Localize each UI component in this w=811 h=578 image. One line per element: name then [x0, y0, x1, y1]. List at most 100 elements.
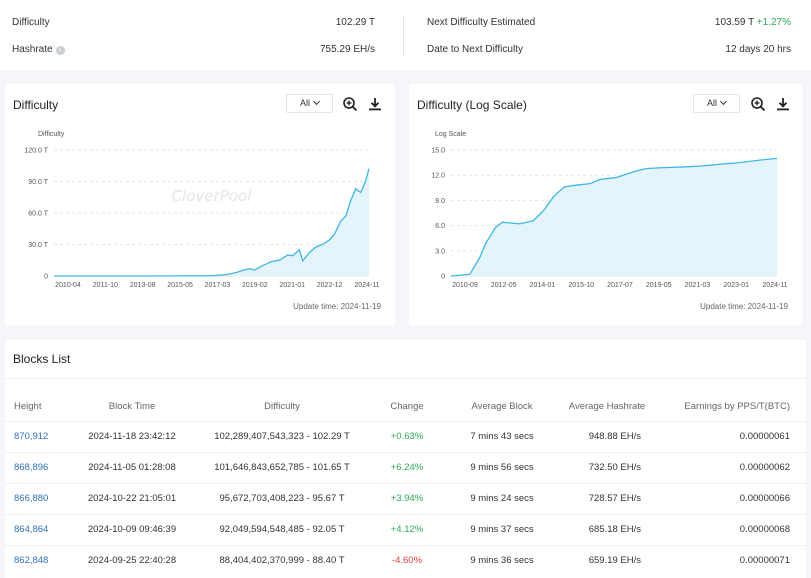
- download-icon[interactable]: [775, 96, 791, 112]
- difficulty-chart-x-tick-label: 2024-11: [354, 282, 379, 289]
- col-change: Change: [390, 400, 424, 412]
- download-icon[interactable]: [367, 96, 383, 112]
- zoom-in-icon[interactable]: [342, 96, 358, 112]
- block-change: -4.60%: [367, 544, 447, 576]
- col-difficulty: Difficulty: [264, 400, 300, 412]
- difficulty-value: 102.29 T: [335, 17, 375, 28]
- log-chart: Log Scale 15.0 12.0 9.0 6.0 3.0 0 2010-09 2012-0…: [431, 131, 787, 289]
- block-time: 2024-10-22 21:05:01: [67, 482, 197, 514]
- zoom-in-icon[interactable]: [750, 96, 766, 112]
- difficulty-chart-x-tick-label: 2021-01: [279, 282, 305, 289]
- block-height-link[interactable]: 864,864: [5, 513, 67, 545]
- difficulty-chart: Difficulty 120.0 T 90.0 T 60.0 T 30.0 T 0 2010…: [24, 131, 379, 289]
- difficulty-chart-x-tick-label: 2015-05: [167, 282, 193, 289]
- difficulty-chart-series-line: [54, 168, 370, 277]
- chevron-down-icon: [719, 97, 728, 106]
- table-row: 864,864 2024-10-09 09:46:39 92,049,594,548…: [5, 513, 806, 545]
- log-range-value: All: [706, 98, 717, 108]
- log-chart-panel: Difficulty (Log Scale) All Log Scale 15.0…: [409, 84, 802, 325]
- table-header-row: Height Block Time Difficulty Change Aver…: [5, 392, 806, 421]
- table-row: 866,880 2024-10-22 21:05:01 95,672,703,408…: [5, 482, 806, 514]
- block-earnings: 0.00000068: [657, 513, 806, 545]
- log-chart-y-tick-label: 0: [441, 274, 445, 281]
- block-average-hashrate: 685.18 EH/s: [557, 513, 657, 545]
- difficulty-update-time: Update time: 2024-11-19: [293, 302, 381, 311]
- blocks-list: Blocks List Height Block Time Difficulty…: [5, 340, 806, 578]
- block-earnings: 0.00000062: [657, 451, 806, 483]
- difficulty-chart-title: Difficulty: [13, 98, 59, 112]
- blocks-table: Height Block Time Difficulty Change Aver…: [5, 392, 806, 576]
- log-chart-y-tick-label: 9.0: [435, 198, 445, 205]
- block-height-link[interactable]: 866,880: [5, 482, 67, 514]
- table-row: 862,848 2024-09-25 22:40:28 88,404,402,370…: [5, 544, 806, 576]
- block-average-time: 9 mins 24 secs: [447, 482, 557, 514]
- difficulty-label: Difficulty: [12, 17, 50, 28]
- table-row: 868,896 2024-11-05 01:28:08 101,646,843,65…: [5, 451, 806, 483]
- difficulty-chart-x-tick-label: 2022-12: [317, 282, 343, 289]
- block-change: +6.24%: [367, 451, 447, 483]
- log-range-select[interactable]: All: [693, 94, 740, 113]
- log-chart-area: [451, 158, 777, 276]
- difficulty-chart-y-tick-label: 30.0 T: [28, 242, 48, 249]
- block-time: 2024-11-05 01:28:08: [67, 451, 197, 483]
- block-earnings: 0.00000066: [657, 482, 806, 514]
- block-height-link[interactable]: 868,896: [5, 451, 67, 483]
- difficulty-chart-x-tick-label: 2017-03: [205, 282, 231, 289]
- log-chart-x-tick-label: 2010-09: [452, 282, 478, 289]
- date-next-label: Date to Next Difficulty: [427, 44, 523, 55]
- difficulty-range-select[interactable]: All: [286, 94, 333, 113]
- col-average-block: Average Block: [471, 400, 533, 412]
- block-time: 2024-09-25 22:40:28: [67, 544, 197, 576]
- blocks-divider: [5, 378, 806, 379]
- block-height-link[interactable]: 870,912: [5, 420, 67, 452]
- log-chart-x-tick-label: 2019-05: [646, 282, 672, 289]
- next-difficulty-value-wrap: 103.59 T +1.27%: [715, 17, 791, 28]
- log-chart-x-tick-label: 2012-05: [491, 282, 517, 289]
- hashrate-label-wrap: Hashrate i: [12, 44, 65, 55]
- hashrate-label: Hashrate: [12, 44, 53, 55]
- log-chart-x-tick-label: 2023-01: [723, 282, 749, 289]
- block-time: 2024-10-09 09:46:39: [67, 513, 197, 545]
- col-earnings: Earnings by PPS/T(BTC): [684, 400, 790, 412]
- block-time: 2024-11-18 23:42:12: [67, 420, 197, 452]
- log-chart-x-tick-label: 2024-11: [762, 282, 787, 289]
- block-average-time: 9 mins 56 secs: [447, 451, 557, 483]
- date-next-value: 12 days 20 hrs: [725, 44, 791, 55]
- log-chart-y-tick-label: 12.0: [431, 173, 445, 180]
- log-chart-y-tick-label: 15.0: [431, 148, 445, 155]
- difficulty-chart-x-tick-label: 2019-02: [242, 282, 268, 289]
- difficulty-chart-y-tick-label: 60.0 T: [28, 211, 48, 218]
- difficulty-chart-y-tick-label: 90.0 T: [28, 179, 48, 186]
- next-difficulty-label: Next Difficulty Estimated: [427, 17, 536, 28]
- block-average-hashrate: 659.19 EH/s: [557, 544, 657, 576]
- block-difficulty: 101,646,843,652,785 - 101.65 T: [197, 451, 367, 483]
- block-height-link[interactable]: 862,848: [5, 544, 67, 576]
- difficulty-chart-area: [54, 168, 369, 276]
- log-chart-x-tick-label: 2015-10: [568, 282, 594, 289]
- block-change: +0.63%: [367, 420, 447, 452]
- block-difficulty: 88,404,402,370,999 - 88.40 T: [197, 544, 367, 576]
- col-block-time: Block Time: [108, 400, 156, 412]
- block-change: +3.94%: [367, 482, 447, 514]
- block-difficulty: 95,672,703,408,223 - 95.67 T: [197, 482, 367, 514]
- chevron-down-icon: [312, 97, 321, 106]
- col-height: Height: [14, 400, 42, 412]
- next-difficulty-change: +1.27%: [756, 17, 791, 28]
- block-average-hashrate: 948.88 EH/s: [557, 420, 657, 452]
- log-chart-title: Difficulty (Log Scale): [417, 98, 527, 112]
- difficulty-chart-panel: Difficulty All Difficulty 120.0 T 90.0 T 60…: [5, 84, 395, 325]
- log-chart-y-tick-label: 3.0: [435, 248, 445, 255]
- info-icon[interactable]: i: [55, 46, 65, 55]
- block-difficulty: 92,049,594,548,485 - 92.05 T: [197, 513, 367, 545]
- log-chart-x-tick-label: 2014-01: [530, 282, 556, 289]
- stats-divider: [403, 16, 404, 56]
- difficulty-chart-y-tick-label: 120.0 T: [24, 148, 48, 155]
- block-change: +4.12%: [367, 513, 447, 545]
- difficulty-chart-y-tick-label: 0: [44, 274, 48, 281]
- col-average-hashrate: Average Hashrate: [568, 400, 646, 412]
- next-difficulty-value: 103.59 T: [714, 17, 755, 28]
- log-chart-y-axis-label: Log Scale: [435, 131, 466, 138]
- block-average-time: 7 mins 43 secs: [447, 420, 557, 452]
- hashrate-value: 755.29 EH/s: [319, 44, 375, 55]
- difficulty-chart-x-tick-label: 2013-08: [130, 282, 156, 289]
